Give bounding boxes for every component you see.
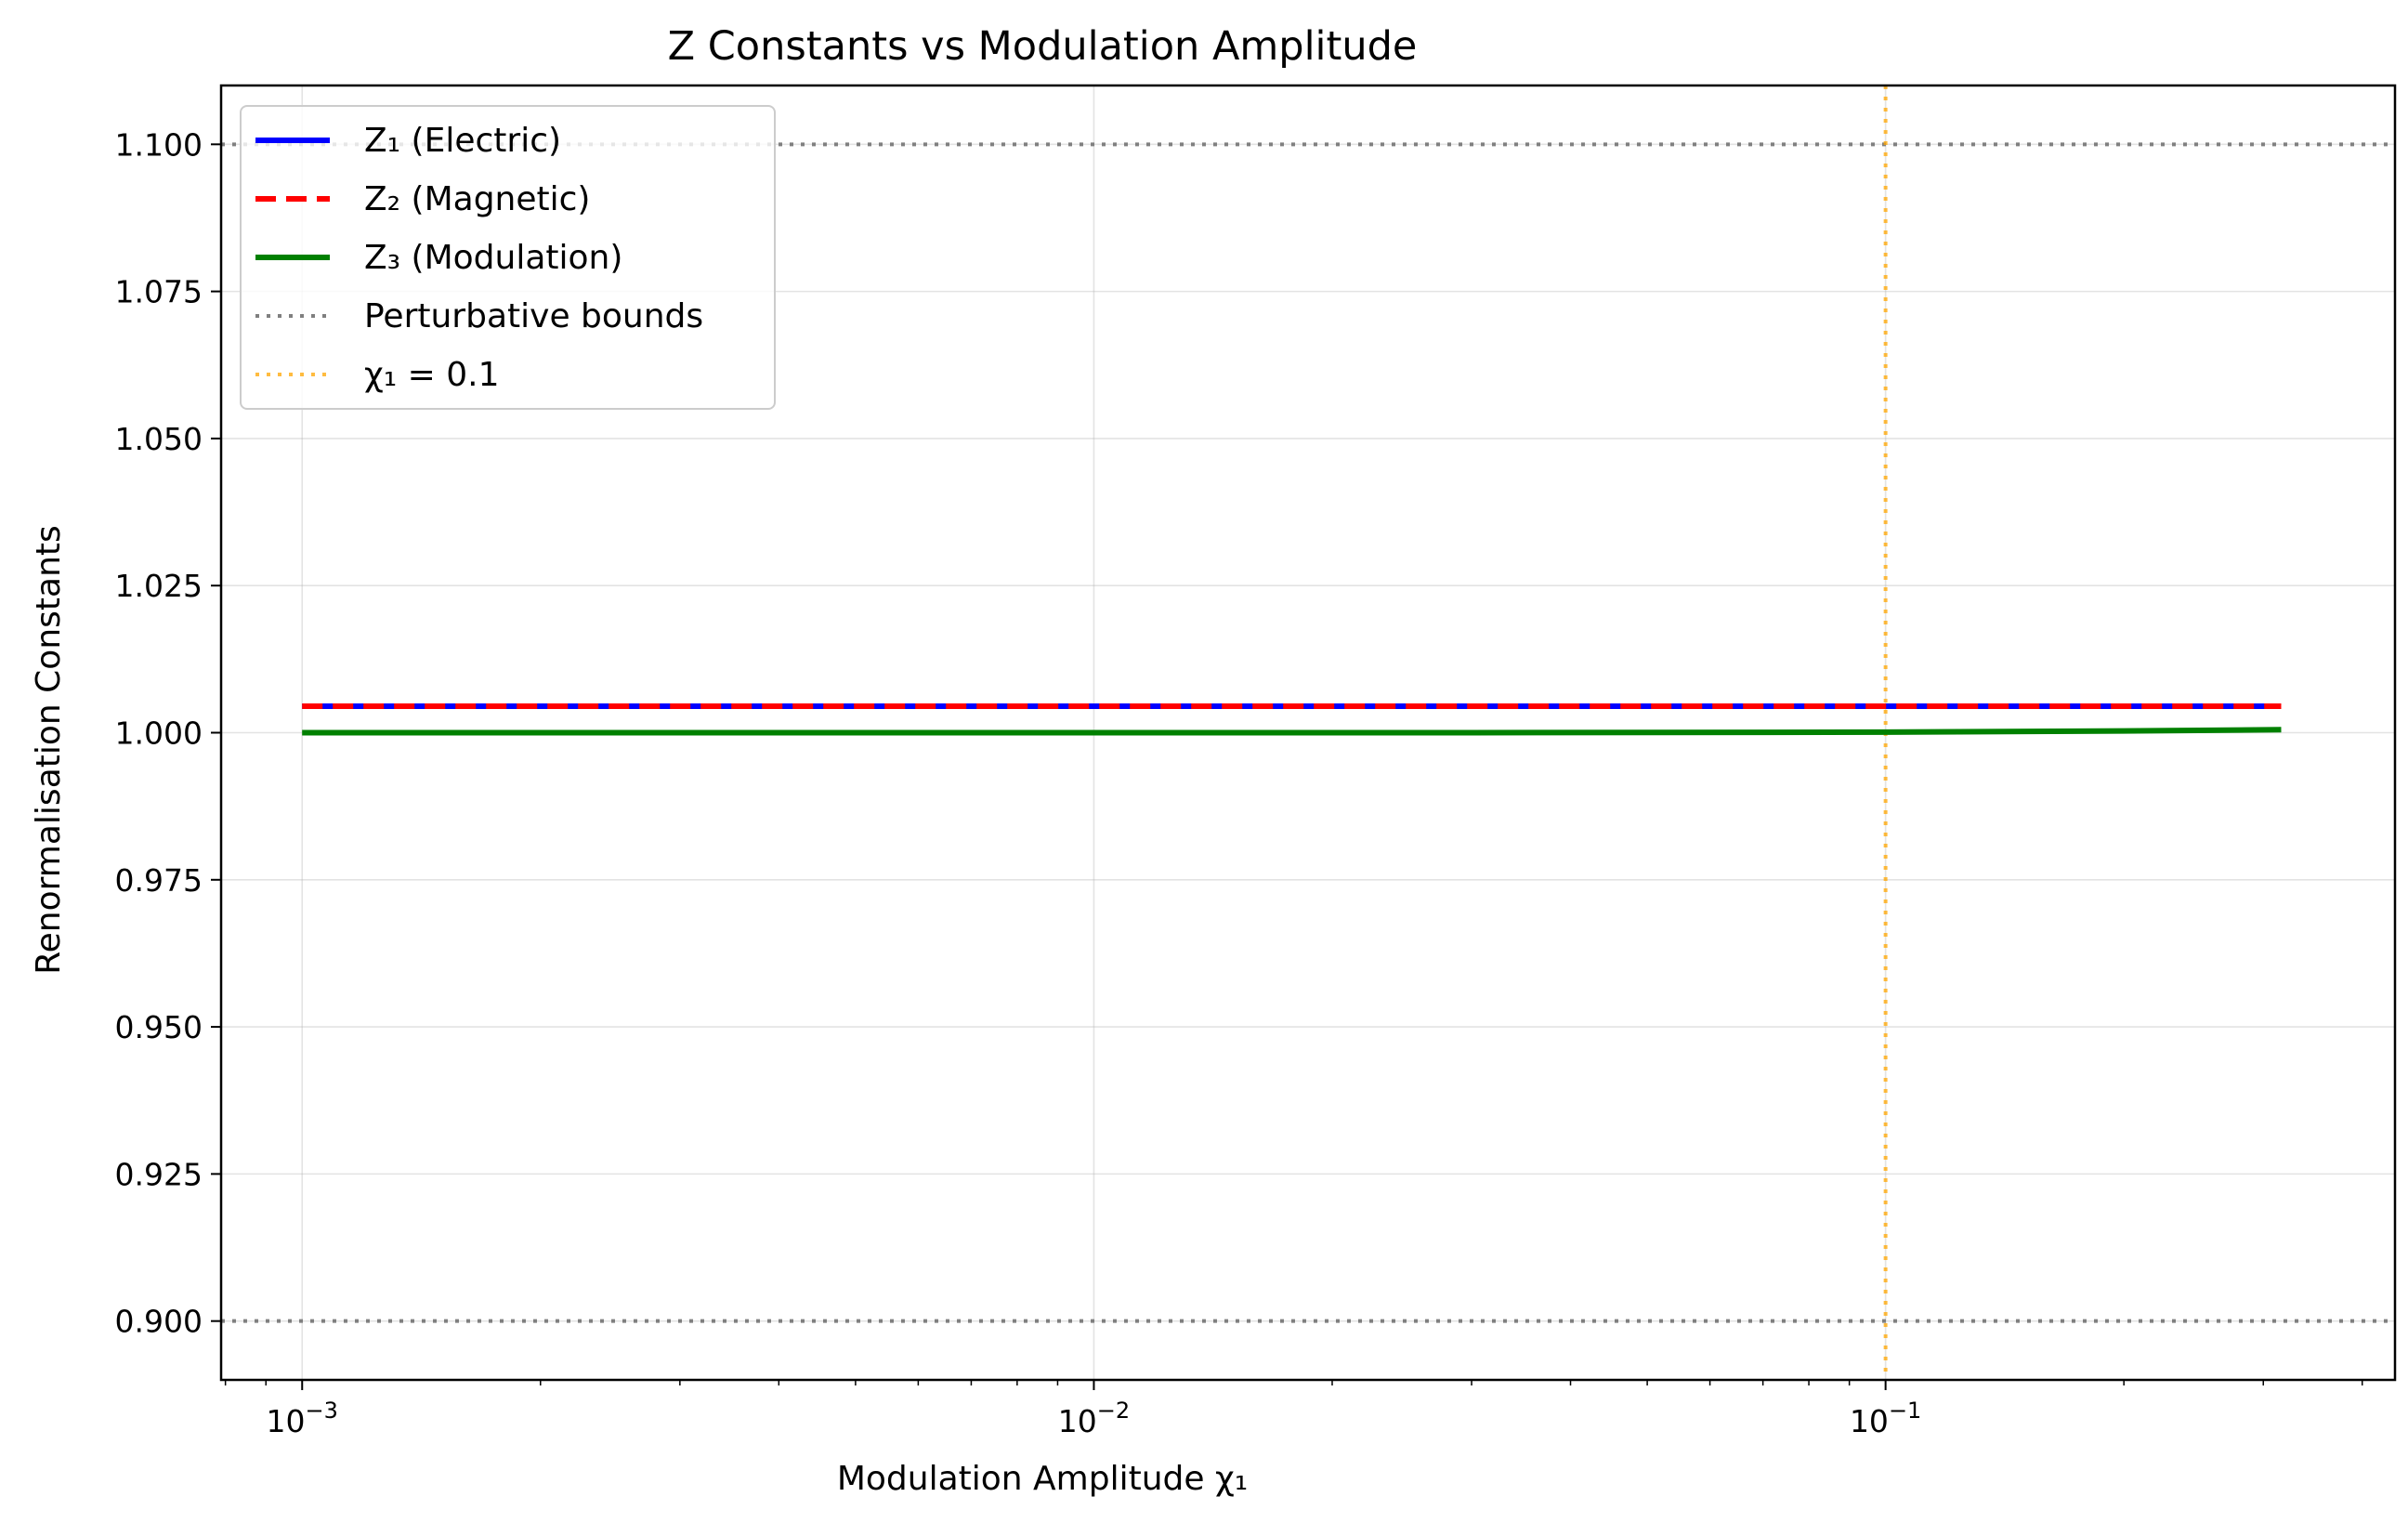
legend: Z₁ (Electric) Z₂ (Magnetic) Z₃ (Modulation… xyxy=(240,105,776,410)
y-tick-label: 1.000 xyxy=(115,716,203,752)
y-tick-label: 1.025 xyxy=(115,568,203,604)
legend-label: Perturbative bounds xyxy=(364,297,703,335)
legend-label: Z₃ (Modulation) xyxy=(364,239,622,277)
legend-box xyxy=(240,105,776,410)
y-tick-label: 1.100 xyxy=(115,126,203,163)
y-tick-label: 0.975 xyxy=(115,862,203,899)
y-tick-label: 1.075 xyxy=(115,274,203,310)
y-axis-label: Renormalisation Constants xyxy=(30,525,68,975)
x-axis-label: Modulation Amplitude χ₁ xyxy=(837,1460,1248,1498)
legend-label: Z₁ (Electric) xyxy=(364,122,561,160)
chart-title: Z Constants vs Modulation Amplitude xyxy=(668,23,1418,70)
legend-label: Z₂ (Magnetic) xyxy=(364,180,590,218)
x-tick-label: 10−2 xyxy=(1058,1398,1130,1439)
y-tick-label: 0.950 xyxy=(115,1009,203,1045)
y-tick-label: 1.050 xyxy=(115,421,203,457)
y-tick-label: 0.925 xyxy=(115,1156,203,1192)
series-line-3 xyxy=(302,727,2282,736)
x-tick-label: 10−3 xyxy=(267,1398,338,1439)
y-tick-label: 0.900 xyxy=(115,1304,203,1340)
x-tick-label: 10−1 xyxy=(1850,1398,1921,1439)
legend-label: χ₁ = 0.1 xyxy=(364,356,500,394)
